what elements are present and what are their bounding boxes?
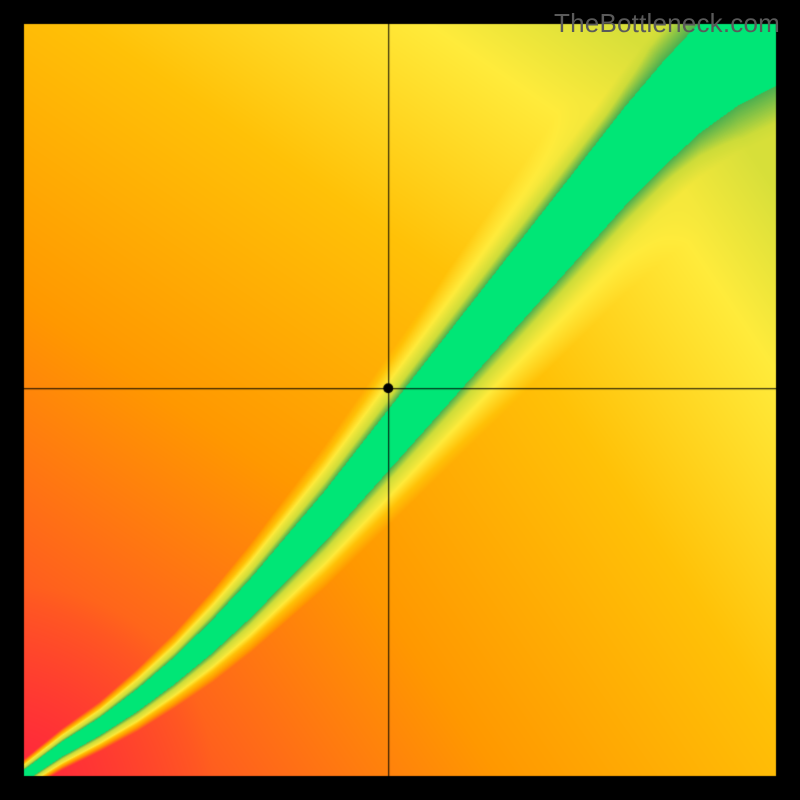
chart-container: TheBottleneck.com — [0, 0, 800, 800]
bottleneck-heatmap — [0, 0, 800, 800]
watermark-text: TheBottleneck.com — [554, 8, 780, 39]
